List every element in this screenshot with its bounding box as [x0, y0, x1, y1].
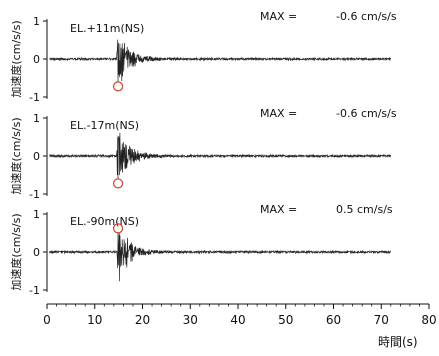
- y-tick-label: -1: [29, 91, 40, 104]
- x-tick-label: 50: [278, 313, 293, 327]
- station-label: EL.+11m(NS): [70, 22, 144, 35]
- max-value: -0.6 cm/s/s: [336, 10, 397, 23]
- max-prefix: MAX =: [260, 10, 297, 23]
- x-tick-label: 10: [87, 313, 102, 327]
- x-tick-label: 20: [135, 313, 150, 327]
- panel-2: 1 0 -1 加速度(cm/s/s) EL.-17m(NS) MAX = -0.6 cm/s…: [9, 107, 397, 201]
- peak-marker: [112, 223, 124, 234]
- max-prefix: MAX =: [260, 203, 297, 216]
- y-tick-label: 0: [33, 53, 40, 66]
- station-label: EL.-90m(NS): [70, 215, 139, 228]
- x-axis: 0 10 20 30 40 50 60 70 80 時間(s): [43, 303, 437, 349]
- waveform-trace: [49, 132, 392, 179]
- y-tick-label: -1: [29, 284, 40, 297]
- y-axis-label: 加速度(cm/s/s): [9, 117, 23, 194]
- x-tick-label: 70: [374, 313, 389, 327]
- x-tick-label: 60: [326, 313, 341, 327]
- station-label: EL.-17m(NS): [70, 119, 139, 132]
- peak-marker: [112, 81, 124, 92]
- max-value: 0.5 cm/s/s: [336, 203, 393, 216]
- y-tick-label: 1: [33, 208, 40, 221]
- y-tick-label: 1: [33, 15, 40, 28]
- y-axis-label: 加速度(cm/s/s): [9, 20, 23, 97]
- y-tick-label: 0: [33, 150, 40, 163]
- y-tick-label: 1: [33, 112, 40, 125]
- y-axis-label: 加速度(cm/s/s): [9, 213, 23, 290]
- y-tick-label: -1: [29, 188, 40, 201]
- waveform-trace: [49, 232, 391, 282]
- x-tick-label: 40: [230, 313, 245, 327]
- y-tick-label: 0: [33, 246, 40, 259]
- max-value: -0.6 cm/s/s: [336, 107, 397, 120]
- x-tick-label: 30: [183, 313, 198, 327]
- x-axis-ticks: 0 10 20 30 40 50 60 70 80: [43, 304, 437, 327]
- panel-1: 1 0 -1 加速度(cm/s/s) EL.+11m(NS) MAX = -0.6 cm/s…: [9, 10, 397, 104]
- max-prefix: MAX =: [260, 107, 297, 120]
- panel-3: 1 0 -1 加速度(cm/s/s) EL.-90m(NS) MAX = 0.5 cm/s/…: [9, 203, 393, 297]
- panels-layer: 1 0 -1 加速度(cm/s/s) EL.+11m(NS) MAX = -0.6 cm/s…: [9, 10, 397, 297]
- x-tick-label: 80: [421, 313, 436, 327]
- peak-marker: [112, 178, 124, 189]
- waveform-trace: [49, 39, 392, 82]
- x-tick-label: 0: [43, 313, 51, 327]
- x-axis-label: 時間(s): [378, 335, 418, 349]
